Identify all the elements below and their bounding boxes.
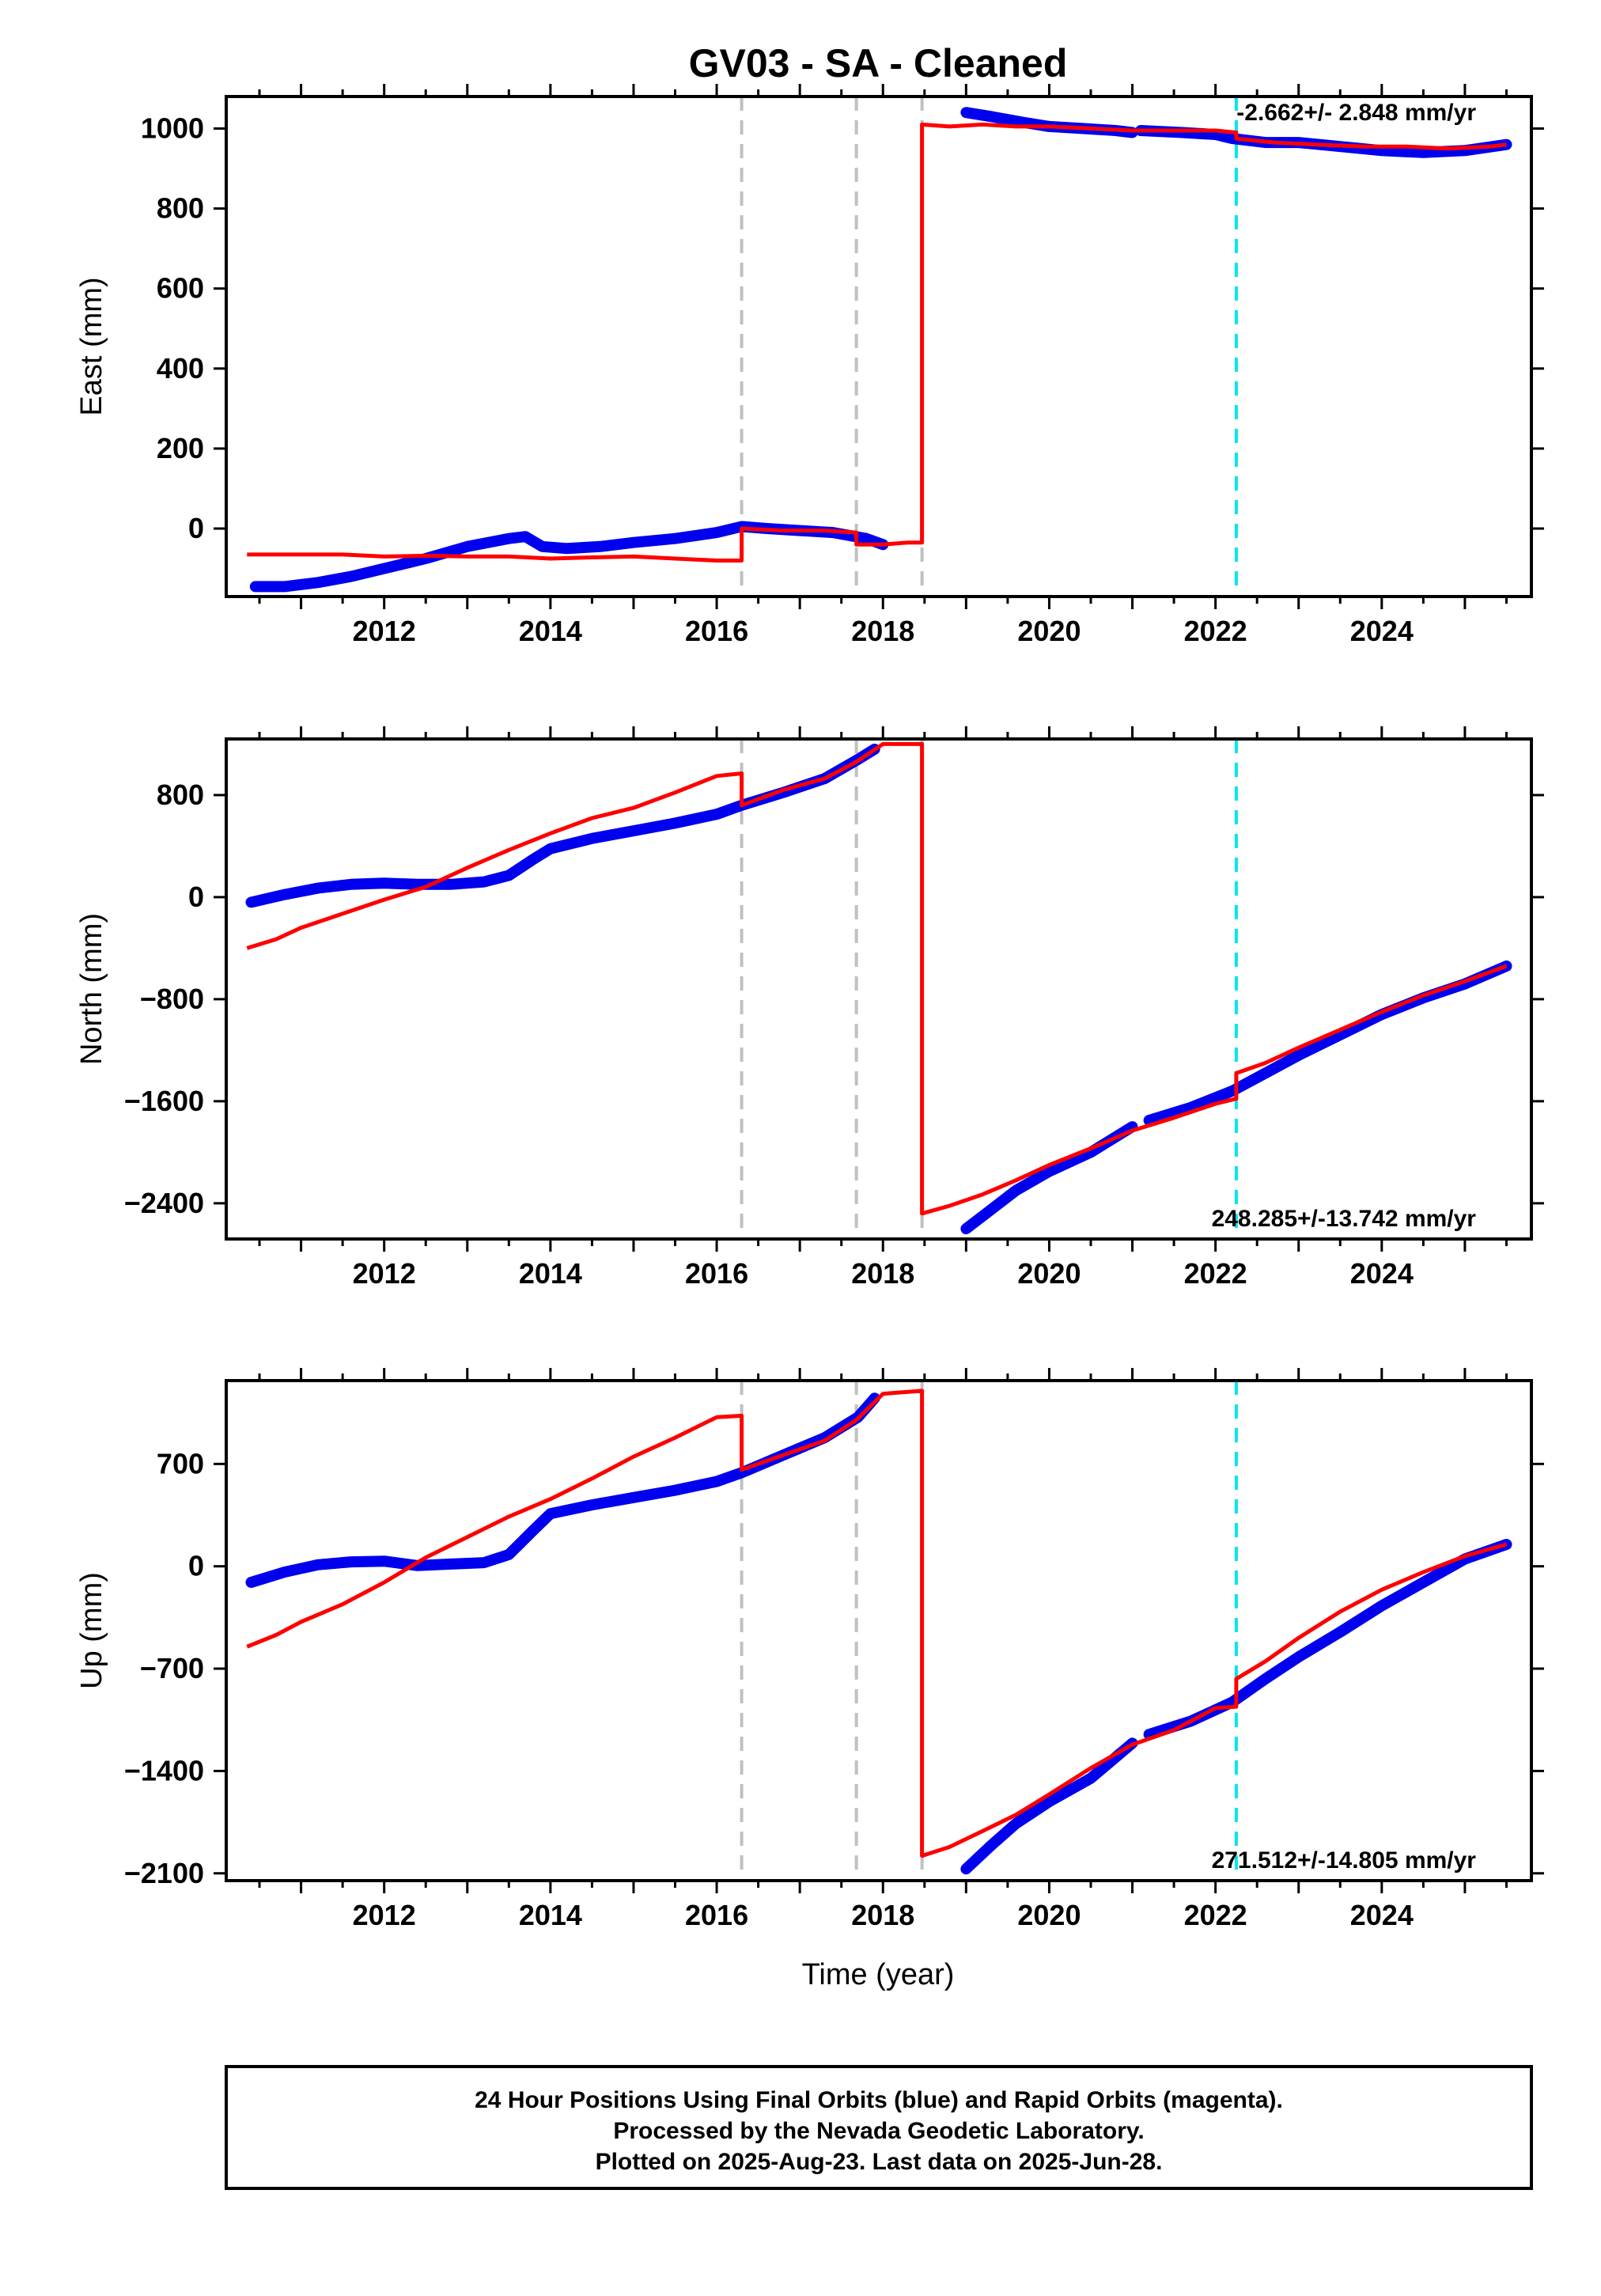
panels: 2012 2014 2016 2018 2020 2022 2024 0 200 400 600 80… [75, 84, 1544, 1931]
caption-line-2: Processed by the Nevada Geodetic Laborat… [613, 2118, 1144, 2144]
north-y-tick-label: 0 [188, 881, 204, 913]
north-x-tick-label: 2012 [353, 1257, 416, 1290]
east-panel: 2012 2014 2016 2018 2020 2022 2024 0 200 400 600 80… [75, 84, 1544, 647]
east-final-series [249, 107, 1512, 593]
east-x-tick-label: 2016 [685, 615, 748, 647]
up-final-series [245, 1392, 1512, 1875]
up-x-tick-label: 2012 [353, 1899, 416, 1931]
north-x-tick-label: 2020 [1017, 1257, 1081, 1290]
north-frame [225, 737, 1533, 1241]
up-x-tick-label: 2022 [1184, 1899, 1247, 1931]
up-y-tick-label: −2100 [124, 1857, 204, 1889]
north-panel: 2012 2014 2016 2018 2020 2022 2024 800 0 −800 −160… [75, 726, 1544, 1290]
up-y-axis-title: Up (mm) [75, 1572, 108, 1689]
east-x-tick-label: 2014 [519, 615, 582, 647]
east-y-axis-title: East (mm) [75, 277, 108, 415]
caption-frame [225, 2065, 1533, 2190]
north-x-tick-label: 2014 [519, 1257, 582, 1290]
east-x-tick-label: 2018 [851, 615, 914, 647]
up-rapid-series [246, 1389, 1508, 1858]
east-y-tick-label: 400 [157, 352, 204, 385]
up-y-tick-label: 700 [157, 1447, 204, 1480]
north-y-tick-label: −2400 [124, 1187, 204, 1219]
east-x-tick-label: 2024 [1350, 615, 1414, 647]
up-plot-area [245, 1381, 1512, 1881]
east-y-tick-label: 800 [157, 192, 204, 225]
up-x-tick-label: 2020 [1017, 1899, 1081, 1931]
east-y-tick-label: 200 [157, 432, 204, 464]
up-rate-label: 271.512+/-14.805 mm/yr [1212, 1847, 1477, 1874]
north-x-tick-label: 2024 [1350, 1257, 1414, 1290]
east-x-tick-label: 2012 [353, 615, 416, 647]
caption-line-1: 24 Hour Positions Using Final Orbits (bl… [475, 2087, 1283, 2113]
east-x-ticks [258, 84, 1508, 609]
east-y-tick-label: 600 [157, 272, 204, 305]
up-x-tick-label: 2018 [851, 1899, 914, 1931]
up-panel: 2012 2014 2016 2018 2020 2022 2024 700 0 −700 −140… [75, 1368, 1544, 1931]
up-y-tick-label: 0 [188, 1550, 204, 1582]
up-x-tick-label: 2016 [685, 1899, 748, 1931]
east-rate-label: -2.662+/- 2.848 mm/yr [1236, 100, 1476, 126]
north-y-tick-label: −800 [140, 983, 204, 1015]
north-x-ticks [258, 726, 1508, 1252]
chart-title: GV03 - SA - Cleaned [689, 41, 1068, 85]
east-x-tick-label: 2022 [1184, 615, 1247, 647]
caption-line-3: Plotted on 2025-Aug-23. Last data on 202… [596, 2149, 1163, 2175]
north-y-tick-label: −1600 [124, 1085, 204, 1117]
east-x-tick-label: 2020 [1017, 615, 1081, 647]
x-axis-title: Time (year) [802, 1958, 955, 1991]
up-x-tick-label: 2024 [1350, 1899, 1414, 1931]
north-x-tick-label: 2022 [1184, 1257, 1247, 1290]
caption-box: 24 Hour Positions Using Final Orbits (bl… [225, 2065, 1533, 2190]
east-y-tick-label: 1000 [141, 112, 204, 144]
north-rapid-series [246, 741, 1508, 1216]
up-frame [225, 1379, 1533, 1882]
up-y-tick-label: −1400 [124, 1754, 204, 1786]
east-plot-area [247, 97, 1512, 597]
north-final-series [245, 743, 1512, 1235]
north-y-axis-title: North (mm) [75, 913, 108, 1065]
north-plot-area [245, 739, 1512, 1239]
east-y-tick-label: 0 [188, 512, 204, 544]
up-y-tick-label: −700 [140, 1652, 204, 1684]
north-y-tick-label: 800 [157, 779, 204, 811]
north-rate-label: 248.285+/-13.742 mm/yr [1212, 1206, 1477, 1232]
north-x-tick-label: 2018 [851, 1257, 914, 1290]
east-rapid-series [247, 122, 1507, 563]
north-x-tick-label: 2016 [685, 1257, 748, 1290]
up-x-tick-label: 2014 [519, 1899, 582, 1931]
east-frame [225, 95, 1533, 598]
up-x-ticks [258, 1368, 1508, 1893]
